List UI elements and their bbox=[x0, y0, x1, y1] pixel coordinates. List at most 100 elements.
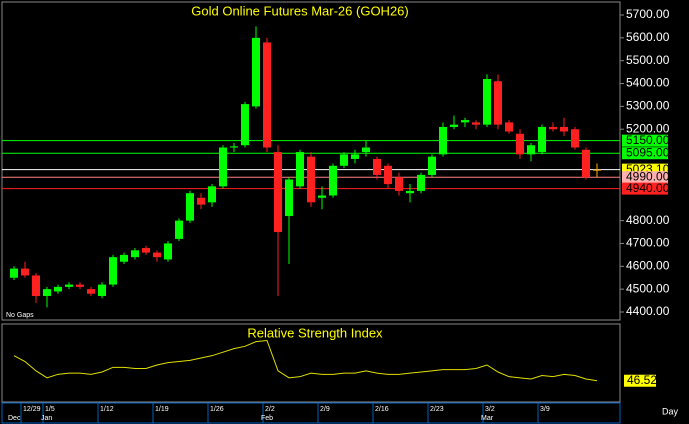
x-tick-label: 1/5 bbox=[45, 406, 55, 413]
y-tick-label: 4500.00 bbox=[626, 281, 670, 295]
candle-body bbox=[142, 248, 150, 253]
x-axis-label: Day bbox=[662, 406, 679, 416]
candle-body bbox=[98, 284, 106, 297]
rsi-label-box bbox=[624, 374, 656, 387]
level-label: 5095.00 bbox=[626, 145, 670, 159]
candle-body bbox=[21, 268, 29, 276]
candle-body bbox=[505, 122, 513, 132]
level-label-box bbox=[622, 134, 668, 147]
x-tick-label: 2/23 bbox=[430, 406, 444, 413]
x-tick-label: 3/2 bbox=[485, 406, 495, 413]
x-tick-label: 3/9 bbox=[540, 406, 550, 413]
x-tick-label: 2/16 bbox=[375, 406, 389, 413]
candle-body bbox=[208, 186, 216, 203]
y-tick-label: 5500.00 bbox=[626, 53, 670, 67]
candle-body bbox=[461, 120, 469, 123]
level-label: 5150.00 bbox=[626, 133, 670, 147]
level-label-box bbox=[622, 147, 668, 160]
candle-body bbox=[329, 165, 337, 196]
candle-body bbox=[549, 126, 557, 130]
level-label: 4940.00 bbox=[626, 181, 670, 195]
candle-body bbox=[274, 152, 282, 233]
month-label: Dec bbox=[8, 415, 21, 422]
date-axis bbox=[1, 402, 621, 424]
candle-body bbox=[197, 197, 205, 205]
y-tick-label: 5600.00 bbox=[626, 30, 670, 44]
x-tick-label: 12/29 bbox=[23, 406, 41, 413]
y-tick-label: 5700.00 bbox=[626, 7, 670, 21]
candle-body bbox=[417, 174, 425, 191]
candle-body bbox=[43, 289, 51, 297]
candle-body bbox=[109, 257, 117, 285]
candle-body bbox=[186, 193, 194, 221]
y-tick-label: 4700.00 bbox=[626, 236, 670, 250]
x-tick-label: 2/9 bbox=[320, 406, 330, 413]
level-label: 4990.00 bbox=[626, 169, 670, 183]
candle-body bbox=[538, 126, 546, 153]
candle-body bbox=[164, 243, 172, 260]
annotation: No Gaps bbox=[6, 312, 34, 319]
candle-body bbox=[439, 126, 447, 155]
candle-body bbox=[120, 254, 128, 262]
month-label: Jan bbox=[41, 415, 52, 422]
price-panel bbox=[1, 1, 621, 321]
candle-body bbox=[472, 122, 480, 125]
level-label-box bbox=[622, 171, 668, 184]
candle-body bbox=[384, 165, 392, 185]
month-label: Feb bbox=[261, 415, 273, 422]
candle-body bbox=[153, 252, 161, 258]
rsi-title: Relative Strength Index bbox=[247, 325, 383, 340]
candle-body bbox=[307, 156, 315, 203]
x-tick-label: 2/2 bbox=[265, 406, 275, 413]
candle-body bbox=[252, 37, 260, 107]
candle-body bbox=[318, 195, 326, 198]
candle-body bbox=[76, 284, 84, 287]
candle-body bbox=[395, 177, 403, 191]
x-tick-label: 1/26 bbox=[210, 406, 224, 413]
candle-body bbox=[241, 104, 249, 146]
rsi-panel bbox=[1, 323, 621, 403]
candle-body bbox=[516, 133, 524, 155]
candle-body bbox=[175, 220, 183, 239]
candle-body bbox=[54, 286, 62, 292]
candle-body bbox=[65, 284, 73, 287]
candle-body bbox=[560, 126, 568, 132]
candle-body bbox=[131, 250, 139, 258]
y-tick-label: 5300.00 bbox=[626, 99, 670, 113]
candle-body bbox=[230, 146, 238, 148]
chart-title: Gold Online Futures Mar-26 (GOH26) bbox=[191, 3, 408, 18]
candle-body bbox=[10, 268, 18, 278]
candle-body bbox=[351, 154, 359, 159]
month-label: Mar bbox=[481, 415, 494, 422]
rsi-value-label: 46.52 bbox=[627, 373, 657, 387]
y-tick-label: 4800.00 bbox=[626, 213, 670, 227]
candle-body bbox=[373, 158, 381, 175]
y-tick-label: 5200.00 bbox=[626, 121, 670, 135]
y-tick-label: 4400.00 bbox=[626, 304, 670, 318]
candle-body bbox=[285, 179, 293, 217]
candle-body bbox=[32, 275, 40, 297]
candle-body bbox=[340, 154, 348, 166]
candle-body bbox=[219, 147, 227, 187]
x-tick-label: 1/19 bbox=[155, 406, 169, 413]
candle-body bbox=[263, 42, 271, 148]
candle-body bbox=[527, 145, 535, 155]
y-tick-label: 4600.00 bbox=[626, 258, 670, 272]
level-label-box bbox=[622, 182, 668, 195]
x-tick-label: 1/12 bbox=[100, 406, 114, 413]
candle-body bbox=[582, 149, 590, 178]
candle-body bbox=[571, 129, 579, 148]
candle-body bbox=[483, 78, 491, 125]
candle-body bbox=[428, 156, 436, 175]
candle-body bbox=[494, 81, 502, 125]
y-tick-label: 5400.00 bbox=[626, 76, 670, 90]
rsi-line bbox=[13, 339, 598, 382]
candle-body bbox=[87, 289, 95, 294]
candle-body bbox=[362, 147, 370, 153]
candle-body bbox=[296, 152, 304, 187]
candle-body bbox=[450, 124, 458, 127]
candle-body bbox=[406, 190, 414, 194]
